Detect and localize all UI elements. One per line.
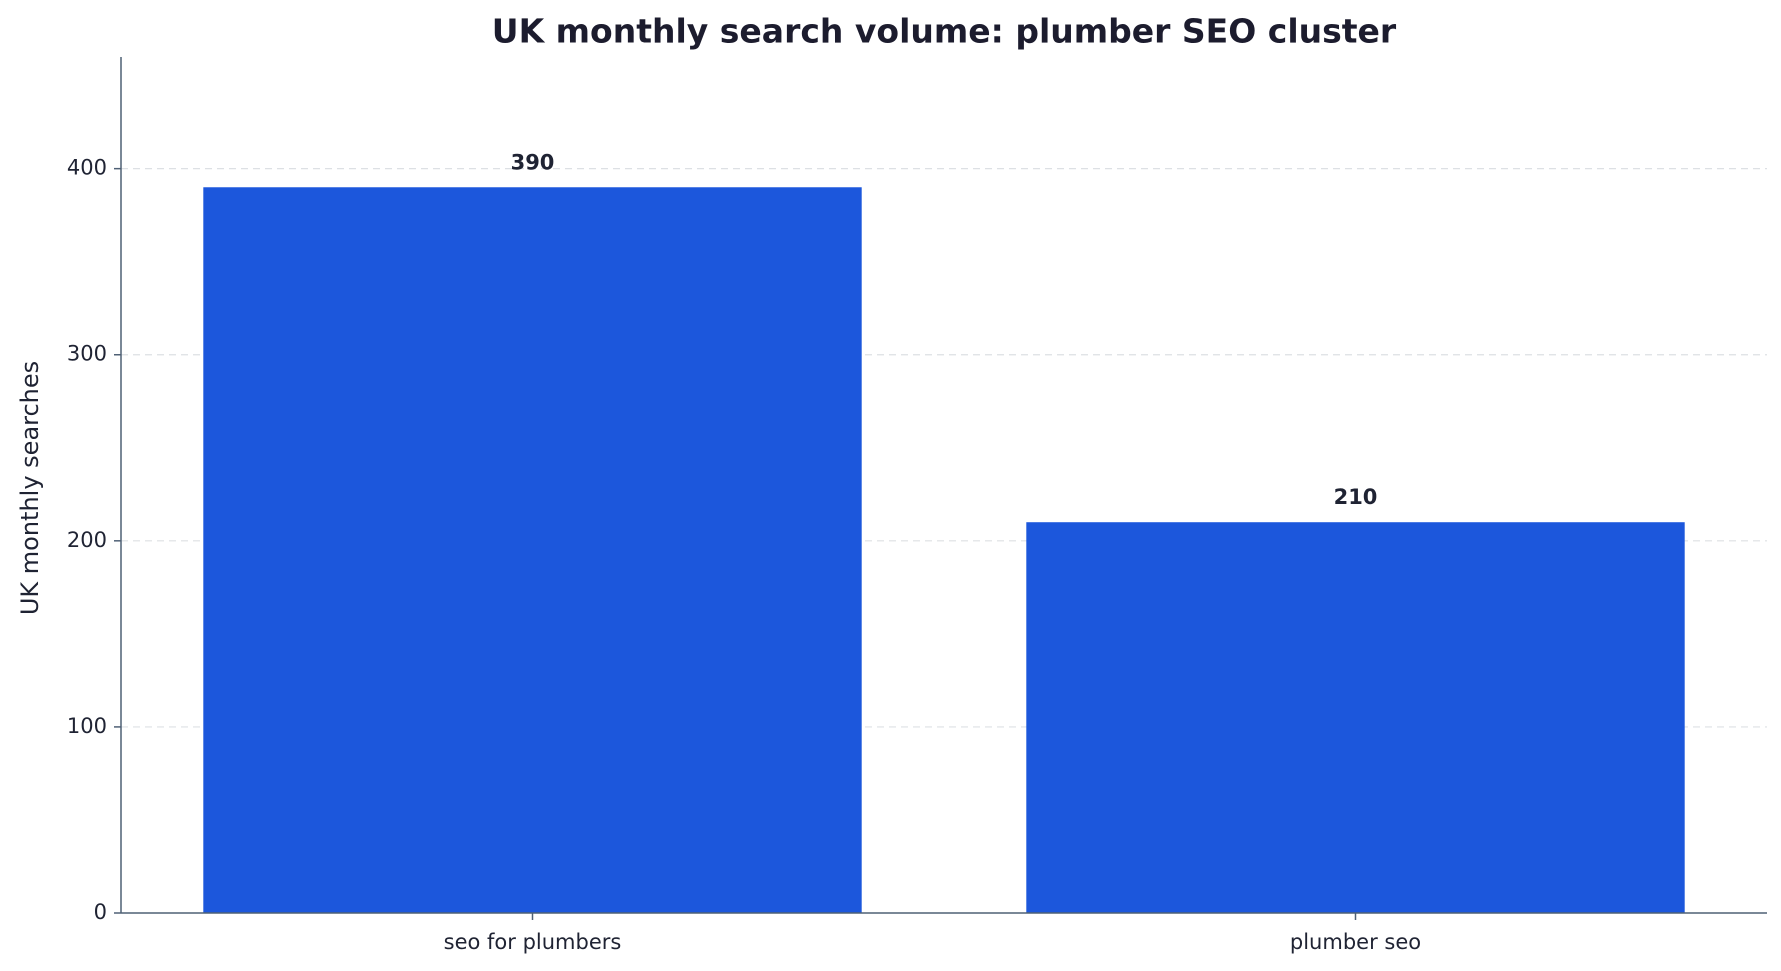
y-tick-label: 300 (67, 342, 107, 366)
y-axis-label: UK monthly searches (16, 361, 44, 615)
value-label: 390 (511, 150, 555, 174)
x-tick-label: plumber seo (1290, 930, 1421, 954)
y-tick-label: 0 (94, 900, 107, 924)
value-label: 210 (1334, 485, 1378, 509)
x-tick-label: seo for plumbers (444, 930, 622, 954)
y-tick-label: 200 (67, 528, 107, 552)
chart-title: UK monthly search volume: plumber SEO cl… (492, 12, 1397, 51)
bar (1026, 522, 1685, 913)
y-tick-label: 400 (67, 156, 107, 180)
bar (203, 187, 862, 913)
y-tick-label: 100 (67, 714, 107, 738)
